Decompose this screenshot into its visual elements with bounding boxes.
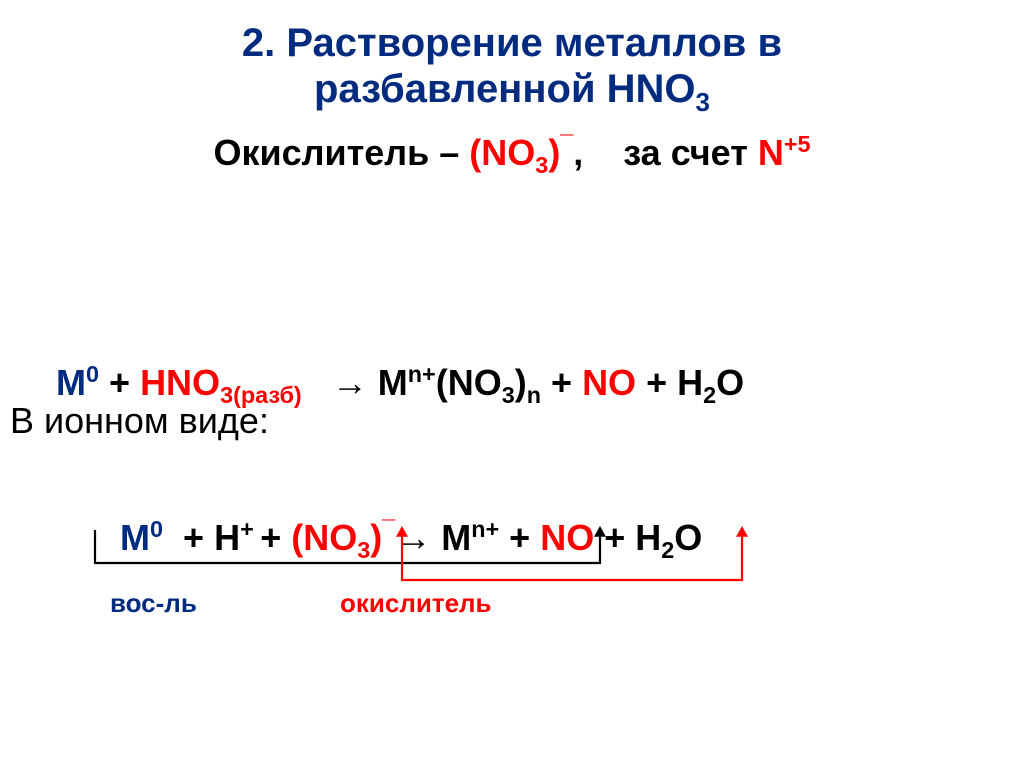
title-line1: 2. Растворение металлов в bbox=[242, 21, 782, 65]
mol-mn-txt: M bbox=[378, 362, 408, 403]
ox-no3-sub: 3 bbox=[535, 152, 548, 178]
ion-no3-sup: ¯ bbox=[382, 516, 395, 542]
mol-no3-sub: 3 bbox=[502, 382, 515, 408]
mol-HNO3: HNO3(разб) bbox=[140, 362, 302, 403]
ion-H: H+ bbox=[214, 517, 260, 558]
ox-no3-open: (NO bbox=[469, 132, 535, 173]
ion-plus1: + bbox=[163, 517, 214, 558]
ion-no3-open: (NO bbox=[291, 517, 357, 558]
oxidizer-sep: , bbox=[573, 132, 623, 173]
ox-n-letter: N bbox=[758, 132, 784, 173]
mol-spaces bbox=[302, 362, 332, 403]
slide: 2. Растворение металлов в разбавленной H… bbox=[0, 0, 1024, 767]
ion-Mn: Mn+ bbox=[441, 517, 499, 558]
ion-M-txt: M bbox=[120, 517, 150, 558]
mol-NO3n: (NO3)n bbox=[436, 362, 541, 403]
equation-ionic: M0 + H+ + (NO3)¯→ Mn+ + NO + H2O bbox=[80, 475, 702, 601]
label-reducer: вос-ль bbox=[110, 588, 197, 619]
mol-no3-close: ) bbox=[515, 362, 527, 403]
ion-M-sup: 0 bbox=[150, 516, 163, 542]
ion-H-txt: H bbox=[214, 517, 240, 558]
ion-plus2: + bbox=[260, 517, 291, 558]
oxidizer-no3: (NO3)¯ bbox=[469, 132, 573, 173]
mol-H2O: H2O bbox=[677, 362, 744, 403]
ion-M: M0 bbox=[120, 517, 163, 558]
mol-plus2: + bbox=[541, 362, 582, 403]
mol-plus1: + bbox=[99, 362, 140, 403]
title-line2-sub: 3 bbox=[696, 87, 710, 117]
mol-no3-open: (NO bbox=[436, 362, 502, 403]
ion-no3-close: ) bbox=[370, 517, 382, 558]
ion-plus4: + bbox=[594, 517, 635, 558]
ox-no3-close: ) bbox=[548, 132, 560, 173]
ion-mn-sup: n+ bbox=[471, 516, 499, 542]
mol-plus3: + bbox=[636, 362, 677, 403]
title-line2: разбавленной HNO bbox=[314, 67, 696, 111]
mol-NO: NO bbox=[582, 362, 636, 403]
ion-h2o-o: O bbox=[674, 517, 702, 558]
mol-M-sup: 0 bbox=[86, 361, 99, 387]
mol-h2o-h: H bbox=[677, 362, 703, 403]
mol-Mn: Mn+ bbox=[378, 362, 436, 403]
mol-M-txt: M bbox=[56, 362, 86, 403]
ion-arrow: → bbox=[395, 517, 441, 558]
mol-mn-sup: n+ bbox=[408, 361, 436, 387]
ion-mn-txt: M bbox=[441, 517, 471, 558]
mol-arrow: → bbox=[332, 362, 378, 403]
mol-hno3-txt: HNO bbox=[140, 362, 220, 403]
ox-no3-sup: ¯ bbox=[560, 131, 573, 157]
label-oxidizer: окислитель bbox=[340, 588, 492, 619]
mol-h2o-o: O bbox=[716, 362, 744, 403]
ion-plus3: + bbox=[499, 517, 540, 558]
ion-NO: NO bbox=[540, 517, 594, 558]
ion-no3-sub: 3 bbox=[357, 537, 370, 563]
mol-M: M0 bbox=[56, 362, 99, 403]
ion-h2o-2: 2 bbox=[661, 537, 674, 563]
ion-h2o-h: H bbox=[635, 517, 661, 558]
mol-no3-n: n bbox=[527, 382, 541, 408]
oxidizer-line: Окислитель – (NO3)¯, за счет N+5 bbox=[0, 132, 1024, 174]
ion-H2O: H2O bbox=[635, 517, 702, 558]
oxidizer-prefix: Окислитель – bbox=[213, 132, 469, 173]
mol-h2o-2: 2 bbox=[703, 382, 716, 408]
slide-title: 2. Растворение металлов в разбавленной H… bbox=[0, 0, 1024, 112]
ionic-label: В ионном виде: bbox=[10, 400, 269, 442]
ion-H-sup: + bbox=[240, 516, 260, 542]
oxidizer-account: за счет bbox=[623, 132, 758, 173]
oxidizer-N: N+5 bbox=[758, 132, 811, 173]
ion-NO3: (NO3)¯ bbox=[291, 517, 395, 558]
ox-n-sup: +5 bbox=[784, 131, 811, 157]
